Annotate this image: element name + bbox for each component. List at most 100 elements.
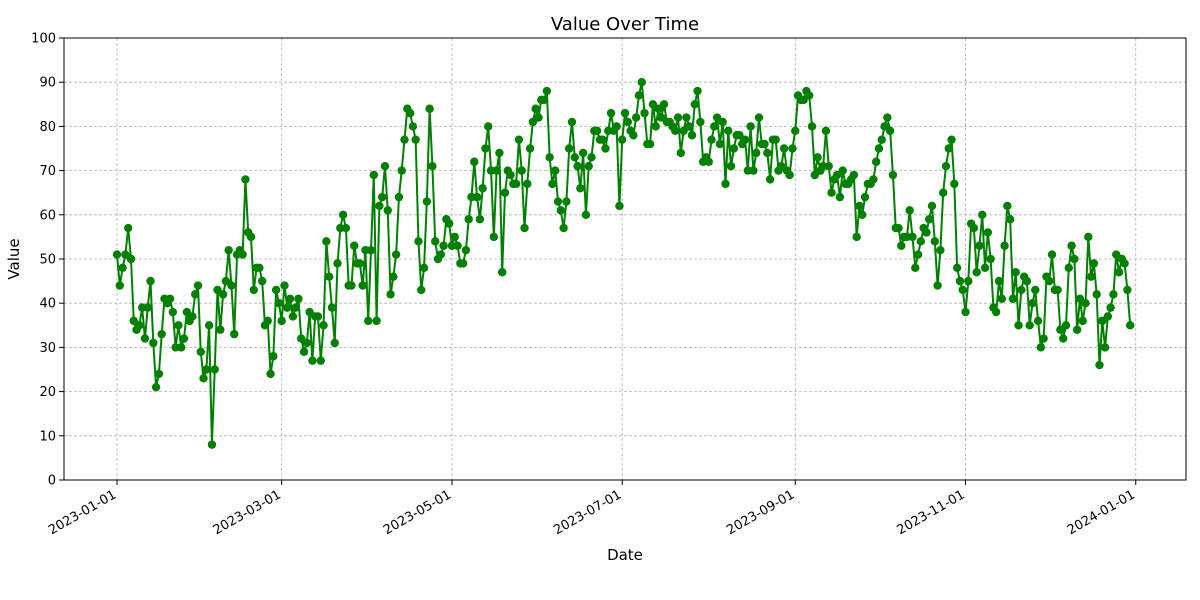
data-point	[986, 254, 995, 264]
data-point	[997, 294, 1006, 303]
data-point	[765, 175, 775, 184]
data-point	[913, 250, 923, 259]
data-point	[1058, 334, 1068, 343]
data-point	[461, 245, 471, 255]
data-point	[958, 285, 967, 295]
data-point	[941, 161, 951, 171]
data-point	[174, 321, 183, 330]
data-point	[271, 285, 281, 295]
data-point	[598, 135, 607, 144]
data-point	[1053, 285, 1062, 295]
data-point	[1033, 316, 1043, 326]
data-point	[885, 126, 895, 136]
data-point	[386, 290, 395, 299]
data-point	[1100, 343, 1110, 352]
data-point	[576, 184, 585, 193]
data-point	[481, 144, 490, 153]
data-point	[140, 334, 150, 343]
data-point	[671, 126, 680, 136]
data-point	[1061, 321, 1071, 330]
data-point	[813, 153, 822, 162]
data-point	[835, 192, 845, 202]
data-point	[190, 290, 200, 299]
data-point	[450, 232, 459, 242]
data-point	[676, 148, 686, 158]
data-point	[520, 223, 529, 233]
data-point	[358, 281, 367, 290]
data-point	[165, 294, 175, 303]
data-point	[821, 126, 831, 136]
series-line	[116, 81, 1132, 446]
data-point	[1114, 268, 1124, 277]
data-point	[324, 272, 334, 281]
data-point	[492, 166, 501, 175]
data-point	[330, 338, 339, 348]
data-point	[383, 206, 392, 215]
data-point	[333, 259, 342, 268]
data-point	[950, 179, 959, 189]
data-point	[559, 223, 568, 233]
data-point	[193, 281, 203, 290]
data-point	[760, 139, 769, 149]
data-point	[933, 281, 942, 290]
data-point	[684, 122, 694, 131]
data-point	[204, 321, 214, 330]
data-point	[283, 303, 292, 312]
data-point	[788, 144, 797, 153]
data-point	[444, 219, 454, 228]
data-point	[601, 144, 610, 153]
data-point	[380, 161, 390, 171]
data-point	[592, 126, 602, 136]
data-point	[556, 206, 566, 215]
data-point	[606, 108, 616, 118]
data-point	[612, 122, 621, 131]
data-point	[539, 95, 549, 105]
data-point	[978, 210, 987, 219]
data-point	[470, 157, 479, 166]
data-point	[972, 268, 981, 277]
data-point	[419, 263, 429, 273]
chart-title: Value Over Time	[551, 14, 699, 35]
data-point	[908, 232, 917, 242]
data-point	[922, 228, 931, 237]
data-point	[453, 241, 462, 250]
data-point	[969, 223, 979, 233]
data-point	[294, 294, 303, 303]
data-point	[375, 201, 384, 211]
data-point	[525, 144, 535, 153]
data-point	[291, 303, 300, 312]
data-point	[687, 131, 697, 140]
data-point	[1008, 294, 1018, 303]
data-point	[347, 281, 356, 290]
data-point	[408, 122, 418, 131]
data-point	[257, 276, 267, 286]
y-tick-label: 0	[48, 474, 56, 489]
data-point	[458, 259, 468, 268]
data-point	[983, 228, 993, 237]
data-point	[425, 104, 434, 113]
data-point	[883, 113, 892, 122]
data-point	[581, 210, 591, 219]
data-point	[888, 170, 898, 180]
data-point	[299, 347, 309, 357]
data-point	[316, 356, 325, 365]
data-point	[364, 316, 373, 326]
data-point	[489, 232, 499, 242]
data-point	[266, 369, 275, 379]
data-point	[623, 117, 632, 127]
data-point	[389, 272, 398, 281]
data-point	[123, 223, 133, 233]
data-point	[1086, 272, 1096, 281]
data-point	[1011, 268, 1020, 277]
data-point	[366, 245, 376, 255]
data-point	[1039, 334, 1048, 343]
data-point	[994, 276, 1004, 286]
data-point	[1045, 276, 1054, 286]
data-point	[313, 312, 323, 321]
data-point	[500, 188, 510, 197]
data-point	[350, 241, 359, 250]
data-point	[400, 135, 409, 144]
data-point	[992, 307, 1001, 317]
y-tick-label: 60	[39, 208, 56, 223]
data-point	[578, 148, 588, 158]
